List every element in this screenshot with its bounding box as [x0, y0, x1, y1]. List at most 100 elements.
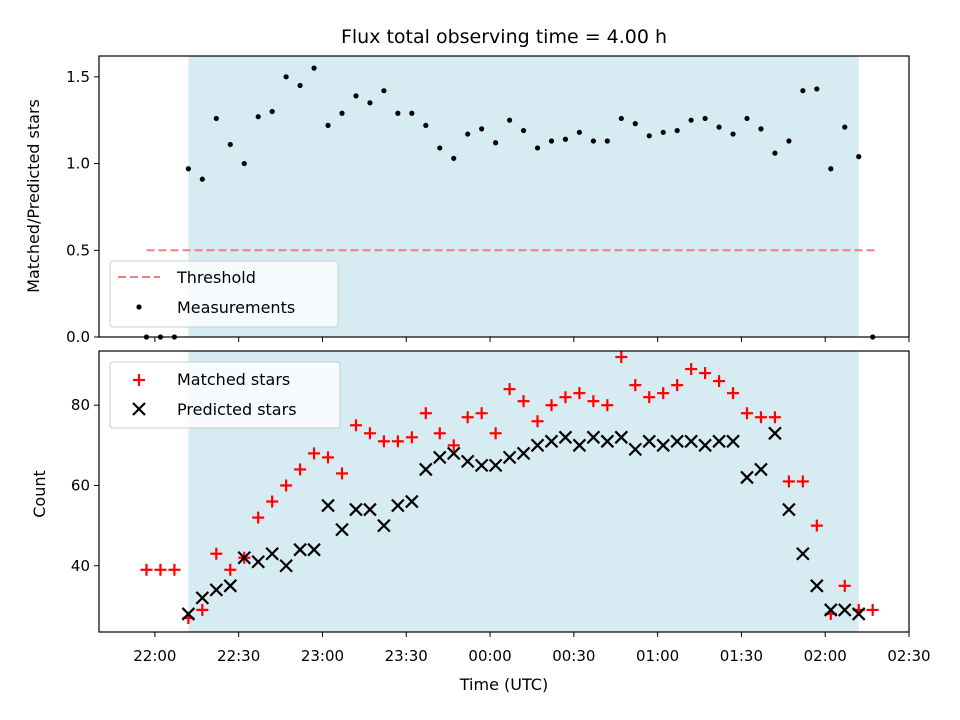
top-y-tick-label: 1.0	[66, 155, 90, 173]
matched-star-point	[377, 435, 390, 448]
measurement-point	[465, 131, 471, 137]
legend-predicted-label: Predicted stars	[177, 400, 297, 419]
matched-star-point	[810, 519, 823, 532]
matched-star-point	[266, 495, 279, 508]
predicted-star-point	[279, 558, 293, 573]
measurement-point	[618, 115, 624, 122]
x-tick-label: 02:00	[804, 647, 847, 665]
matched-star-point	[796, 475, 809, 488]
matched-star-point	[489, 427, 502, 440]
matched-stars-points	[140, 351, 879, 624]
measurement-point	[842, 124, 848, 130]
measurement-point	[269, 108, 275, 115]
predicted-star-point	[335, 522, 349, 537]
predicted-star-point	[600, 434, 615, 449]
top-plot-frame	[98, 55, 910, 338]
measurement-point	[772, 150, 778, 156]
measurement-point	[325, 122, 331, 128]
x-tick-label: 23:30	[385, 647, 428, 665]
predicted-star-point	[363, 502, 377, 517]
matched-star-point	[433, 427, 446, 440]
measurement-point	[548, 138, 555, 144]
measurement-point	[367, 100, 373, 106]
predicted-star-point	[209, 583, 224, 597]
predicted-star-point	[391, 498, 405, 513]
measurement-point	[409, 110, 415, 116]
matched-star-point	[391, 435, 404, 448]
predicted-star-point	[293, 542, 307, 557]
measurement-point	[702, 115, 708, 122]
predicted-star-point	[712, 434, 726, 449]
bottom-y-ticks: 40 60 80	[71, 396, 99, 575]
bottom-plot-frame	[98, 350, 910, 633]
matched-star-point	[685, 363, 698, 376]
matched-star-point	[727, 387, 740, 400]
bottom-x-ticks: 22:00 22:30 23:00 23:30 00:00 00:30 01:00 01:30…	[133, 632, 931, 665]
x-tick-label: 01:30	[720, 647, 763, 665]
measurement-point	[185, 166, 191, 172]
measurements-points	[143, 65, 876, 340]
measurement-point	[786, 138, 792, 144]
measurement-point	[534, 145, 541, 151]
matched-star-point	[768, 411, 781, 424]
bottom-y-tick-label: 60	[71, 476, 90, 494]
predicted-star-point	[558, 430, 573, 445]
matched-star-point	[336, 467, 348, 480]
matched-star-point	[405, 431, 418, 444]
matched-star-point	[629, 379, 642, 392]
predicted-star-point	[614, 430, 629, 445]
legend-threshold-label: Threshold	[176, 268, 256, 287]
measurement-point	[311, 65, 317, 71]
measurement-point	[423, 122, 429, 128]
matched-star-point	[503, 383, 516, 396]
matched-star-point	[210, 547, 223, 560]
matched-star-point	[754, 411, 767, 424]
measurement-point	[758, 126, 764, 132]
measurement-point	[451, 155, 457, 161]
predicted-star-point	[782, 502, 796, 517]
predicted-star-point	[419, 462, 433, 477]
measurement-point	[283, 74, 289, 80]
top-y-tick-label: 0.5	[66, 241, 90, 259]
matched-star-point	[196, 603, 209, 616]
measurement-point	[241, 160, 247, 167]
predicted-star-point	[237, 550, 252, 565]
matched-star-point	[447, 439, 460, 452]
matched-star-point	[154, 563, 167, 576]
measurement-point	[646, 133, 652, 139]
measurement-point	[227, 141, 233, 148]
measurement-point	[353, 93, 359, 99]
measurement-point	[213, 115, 219, 122]
predicted-star-point	[726, 434, 740, 449]
predicted-star-point	[754, 462, 768, 477]
measurement-point	[339, 110, 345, 116]
bottom-legend-box	[109, 361, 341, 429]
predicted-star-point	[768, 426, 782, 441]
legend-matched-label: Matched stars	[177, 370, 290, 389]
legend-predicted-swatch	[132, 402, 146, 416]
measurement-point	[716, 124, 722, 130]
measurement-point	[297, 82, 303, 89]
matched-star-point	[587, 395, 600, 408]
matched-star-point	[140, 563, 153, 576]
legend-measurements-label: Measurements	[177, 298, 295, 317]
matched-star-point	[699, 367, 712, 380]
measurement-point	[590, 138, 596, 144]
matched-star-point	[419, 407, 432, 420]
measurement-point	[520, 127, 527, 134]
chart-title: Flux total observing time = 4.00 h	[341, 26, 667, 48]
matched-star-point	[322, 451, 335, 464]
measurement-point	[479, 126, 485, 132]
x-tick-label: 02:30	[887, 647, 930, 665]
measurement-point	[674, 127, 680, 134]
matched-star-point	[517, 395, 530, 408]
matched-star-point	[294, 463, 307, 476]
matched-star-point	[713, 375, 726, 388]
top-x-ticks	[154, 337, 910, 342]
predicted-star-point	[460, 454, 475, 469]
matched-star-point	[866, 603, 879, 616]
x-tick-label: 22:30	[217, 647, 260, 665]
measurement-point	[688, 117, 694, 123]
predicted-star-point	[572, 438, 587, 453]
predicted-star-point	[670, 434, 684, 449]
